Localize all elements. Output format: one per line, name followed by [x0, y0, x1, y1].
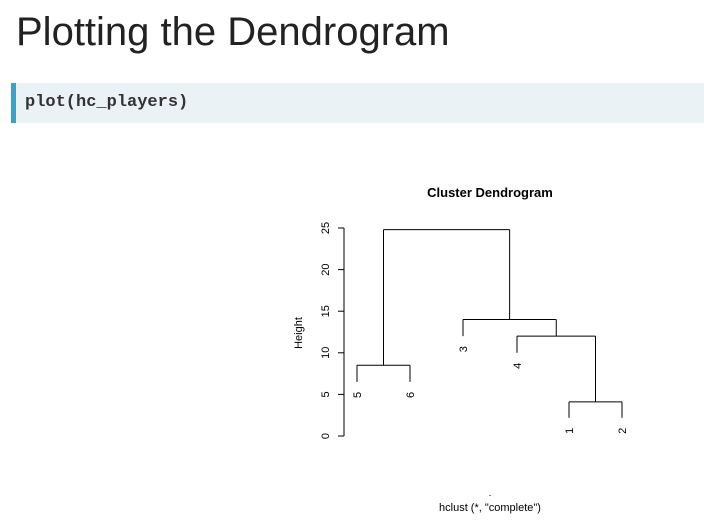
leaf-label-5: 5	[352, 392, 364, 398]
y-tick-label: 5	[320, 391, 332, 397]
y-tick-label: 0	[320, 433, 332, 439]
leaf-label-3: 3	[458, 346, 470, 352]
code-line: plot(hc_players)	[25, 93, 189, 112]
page-title: Plotting the Dendrogram	[16, 10, 450, 54]
y-tick-label: 20	[320, 263, 332, 275]
y-tick-label: 15	[320, 305, 332, 317]
leaf-label-2: 2	[617, 428, 629, 434]
leaf-labels: 5 6 3 4 1 2	[352, 346, 629, 434]
x-axis-label: hclust (*, "complete")	[439, 502, 541, 514]
y-axis-label: Height	[293, 317, 305, 349]
y-axis-ticks: 0 5 10 15 20 25	[320, 222, 344, 439]
y-tick-label: 10	[320, 347, 332, 359]
x-axis-sub-dot: .	[489, 488, 492, 499]
leaf-label-6: 6	[405, 392, 417, 398]
leaf-label-4: 4	[512, 363, 524, 369]
code-block: plot(hc_players)	[11, 83, 704, 123]
y-tick-label: 25	[320, 222, 332, 234]
dendrogram-branches	[356, 229, 623, 418]
leaf-label-1: 1	[564, 428, 576, 434]
plot-title: Cluster Dendrogram	[427, 185, 553, 200]
